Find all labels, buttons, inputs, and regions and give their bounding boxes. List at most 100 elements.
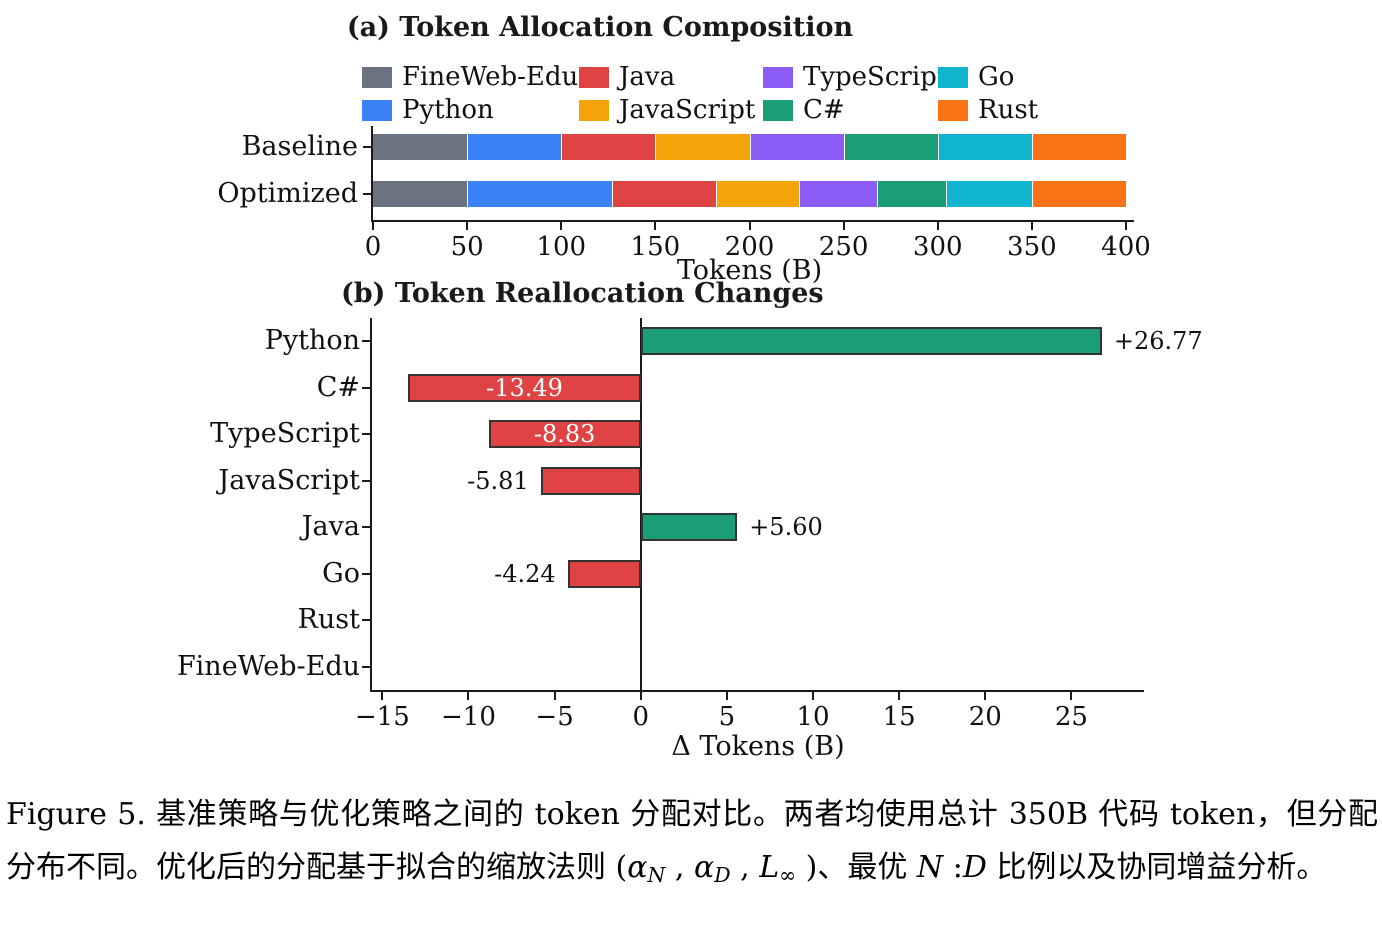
legend-item-go: Go: [938, 62, 1015, 92]
chart-b-left-spine: [370, 318, 372, 692]
chart-b-category-tick: [362, 479, 370, 482]
chart-a-bar-segment-typescript: [799, 181, 877, 207]
chart-b-bar-python: [640, 327, 1102, 356]
chart-b-category-label: Rust: [297, 604, 360, 636]
legend-label: C#: [803, 95, 845, 125]
chart-a-x-tick: [748, 222, 751, 230]
chart-b-category-label: Go: [322, 557, 360, 589]
caption-segment: N: [916, 850, 944, 885]
legend-label: TypeScript: [803, 62, 948, 92]
legend-swatch-c#: [763, 99, 793, 121]
chart-a-left-spine: [371, 126, 373, 222]
chart-a-x-tick-label: 100: [536, 232, 587, 262]
chart-a-x-tick-label: 400: [1101, 232, 1151, 262]
chart-a-x-tick-label: 50: [450, 232, 484, 262]
chart-b-x-tick: [1070, 692, 1073, 700]
chart-a-bar-segment-javascript: [655, 134, 750, 160]
chart-b-x-tick: [639, 692, 642, 700]
chart-a-bar-segment-go: [937, 134, 1032, 160]
caption-segment: 比例以及协同增益分析。: [986, 850, 1327, 885]
chart-a-x-tick-label: 0: [364, 232, 382, 262]
legend-item-python: Python: [362, 97, 494, 123]
chart-b-category-tick: [362, 619, 370, 622]
chart-a-bar-segment-python: [467, 181, 612, 207]
chart-a-category-tick: [363, 193, 371, 195]
legend-item-java: Java: [579, 62, 676, 92]
chart-b-bar-value: -8.83: [533, 420, 596, 449]
legend-item-javascript: JavaScript: [579, 95, 756, 125]
chart-b-bar-c#: -13.49: [408, 373, 641, 402]
chart-a-category-label: Optimized: [217, 178, 358, 209]
chart-a-category-label: Baseline: [241, 131, 358, 162]
chart-b-x-tick: [553, 692, 556, 700]
chart-b-category-label: TypeScript: [210, 418, 360, 450]
chart-a-bottom-axis: [371, 220, 1134, 222]
chart-b-bottom-axis: [370, 690, 1144, 692]
chart-b-category-tick: [362, 526, 370, 529]
chart-b-x-tick: [898, 692, 901, 700]
chart-b-bar-value: -4.24: [494, 559, 556, 588]
legend-item-rust: Rust: [938, 97, 1038, 123]
chart-b-title: (b) Token Reallocation Changes: [341, 278, 824, 309]
legend-swatch-python: [362, 99, 392, 121]
chart-b-x-tick: [725, 692, 728, 700]
legend-swatch-typescript: [763, 66, 793, 88]
legend-label: Java: [619, 62, 676, 92]
chart-b-category-label: C#: [316, 371, 360, 403]
legend-swatch-javascript: [579, 99, 609, 121]
chart-a-bar-segment-fineweb-edu: [373, 134, 468, 160]
chart-b-x-tick-label: 5: [718, 702, 736, 732]
chart-b-category-tick: [362, 572, 370, 575]
chart-a-x-tick: [654, 222, 657, 230]
chart-b-bar-value: +5.60: [749, 513, 823, 542]
chart-b-x-tick-label: 15: [882, 702, 916, 732]
chart-b-x-tick: [467, 692, 470, 700]
chart-b-bar-go: [567, 559, 641, 588]
legend-swatch-go: [938, 66, 968, 88]
chart-b-category-label: FineWeb-Edu: [176, 650, 360, 682]
chart-b-category-label: Python: [264, 325, 360, 357]
chart-b-x-tick-label: 10: [796, 702, 830, 732]
chart-a-bar-segment-go: [945, 181, 1032, 207]
chart-a-bar-segment-c#: [843, 134, 938, 160]
caption-segment: D: [962, 850, 987, 885]
chart-a-bar-segment-c#: [877, 181, 946, 207]
chart-a-bar-segment-typescript: [749, 134, 844, 160]
chart-a-x-tick: [372, 222, 374, 230]
chart-b-category-tick: [362, 386, 370, 389]
chart-b-x-tick-label: −10: [441, 702, 496, 732]
chart-b-category-label: JavaScript: [218, 464, 360, 496]
caption-segment: ∞: [779, 863, 797, 888]
chart-b-category-label: Java: [301, 511, 360, 543]
caption-segment: ,: [665, 850, 694, 885]
chart-a-x-tick-label: 150: [630, 232, 681, 262]
chart-a-bar-segment-java: [611, 181, 717, 207]
caption-segment: N: [647, 863, 666, 888]
caption-segment: )、最优: [796, 850, 917, 885]
legend-label: JavaScript: [619, 95, 756, 125]
chart-a-category-tick: [363, 146, 371, 148]
legend-swatch-rust: [938, 99, 968, 121]
chart-b-category-tick: [362, 665, 370, 668]
chart-b-x-tick: [811, 692, 814, 700]
chart-b-x-tick-label: −15: [354, 702, 410, 732]
chart-a-bar-segment-javascript: [716, 181, 800, 207]
chart-a-bar-segment-rust: [1031, 181, 1126, 207]
caption-segment: Figure 5. 基准策略与优化策略之间的 token 分配对比。两者均使用总…: [6, 797, 1378, 885]
chart-a-x-tick: [936, 222, 939, 230]
legend-item-fineweb-edu: FineWeb-Edu: [362, 64, 578, 90]
chart-b-x-tick: [381, 692, 384, 700]
chart-b-category-tick: [362, 433, 370, 436]
chart-b-bar-java: [640, 513, 738, 542]
caption-segment: ,: [730, 850, 760, 885]
chart-a-x-tick: [466, 222, 469, 230]
legend-label: Go: [978, 62, 1015, 92]
chart-a-bar-segment-fineweb-edu: [373, 181, 468, 207]
chart-b-bar-value: -5.81: [467, 466, 529, 495]
chart-b-category-tick: [362, 340, 370, 343]
chart-b-x-tick-label: 0: [632, 702, 649, 732]
chart-a-x-tick: [1125, 222, 1127, 230]
figure-caption: Figure 5. 基准策略与优化策略之间的 token 分配对比。两者均使用总…: [6, 788, 1378, 902]
chart-a-x-tick-label: 250: [818, 232, 869, 262]
